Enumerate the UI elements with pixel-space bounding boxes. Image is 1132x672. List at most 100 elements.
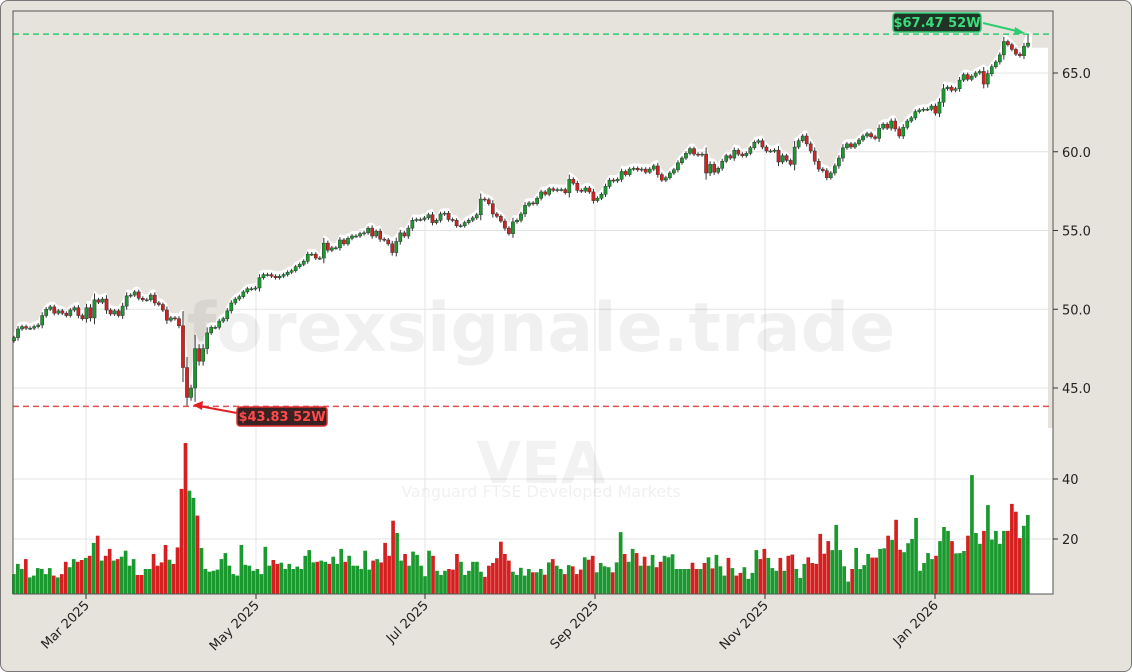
volume-bar [606,567,611,594]
candle-body [861,135,865,141]
candle-body [511,221,515,234]
fund-name-watermark: Vanguard FTSE Developed Markets [401,482,681,501]
volume-bar [714,554,719,594]
candle-body [684,153,688,159]
volume-bar [758,559,763,594]
volume-bar [866,554,870,594]
candle-body [434,220,439,223]
candle-body [346,238,350,245]
candle [692,146,696,157]
candle [575,180,580,193]
candle-body [953,88,958,91]
volume-bar [103,555,108,594]
candle-body [792,146,797,165]
candle [591,188,596,204]
volume-bar [774,570,779,594]
low-label: $43.83 52W [238,410,325,425]
candle [462,220,467,228]
candle-body [257,277,262,289]
candle-body [668,172,672,178]
volume-bar [27,577,32,594]
volume-bar [526,569,531,594]
candle [406,225,411,239]
candle [913,109,918,121]
candle-body [402,232,407,237]
volume-bar [499,541,503,594]
candle-body [12,337,16,342]
candle-body [921,108,926,111]
volume-bar [279,562,284,594]
candle [985,70,990,88]
candle [161,302,165,312]
candle [1018,52,1022,58]
candle [157,301,161,307]
volume-bar [147,569,152,594]
candle-body [708,164,712,174]
volume-bar [670,554,675,594]
candle [651,164,656,171]
candle-body [334,247,338,250]
volume-bar [634,553,639,594]
candle [929,104,934,112]
volume-bar [614,562,619,594]
volume-bar [267,565,272,594]
volume-bar [315,561,320,594]
candle-body [462,222,467,227]
volume-bar [419,565,423,594]
volume-bar [586,559,591,594]
price-tick-label: 45.0 [1062,382,1091,397]
candle [784,153,789,163]
volume-bar [47,568,52,594]
volume-bar [63,561,68,594]
candle-body [877,127,881,139]
volume-bar [598,563,603,594]
volume-bar [239,545,244,594]
volume-bar [463,575,467,594]
candle [169,316,173,323]
volume-bar [115,559,120,594]
candle [555,187,560,193]
candle [627,167,632,177]
candle [201,344,205,366]
candle [124,292,129,310]
candle [253,286,258,291]
candle [804,133,809,147]
volume-bar [958,553,962,594]
volume-bar [343,561,348,594]
volume-bar [890,539,894,594]
volume-bar [574,574,579,594]
candle [631,166,636,171]
volume-bar [71,559,76,594]
candle-body [893,120,898,130]
candle [418,217,423,222]
volume-bar [39,569,44,594]
candle-body [185,367,189,398]
candle-body [293,266,298,271]
volume-bar [814,563,819,594]
volume-bar [762,548,767,594]
volume-bar [782,570,787,594]
candle-body [24,326,28,329]
candle [957,77,962,92]
volume-bar [938,541,942,594]
candle [92,293,97,325]
candle [326,240,330,253]
candle [539,189,543,201]
candle-body [961,74,966,81]
candle-body [1002,41,1006,56]
volume-bar [698,569,703,594]
volume-bar [243,564,248,594]
candle [48,304,53,312]
candle [949,85,954,93]
candle [599,192,604,201]
price-tick-label: 55.0 [1062,225,1091,240]
candle [301,259,306,267]
candle-body [752,142,757,149]
candle [780,153,785,165]
volume-bar [562,574,567,594]
candle [181,311,185,383]
volume-bar [618,532,623,594]
candle [362,230,366,236]
candle-body [764,146,769,152]
candle-body [386,239,391,245]
